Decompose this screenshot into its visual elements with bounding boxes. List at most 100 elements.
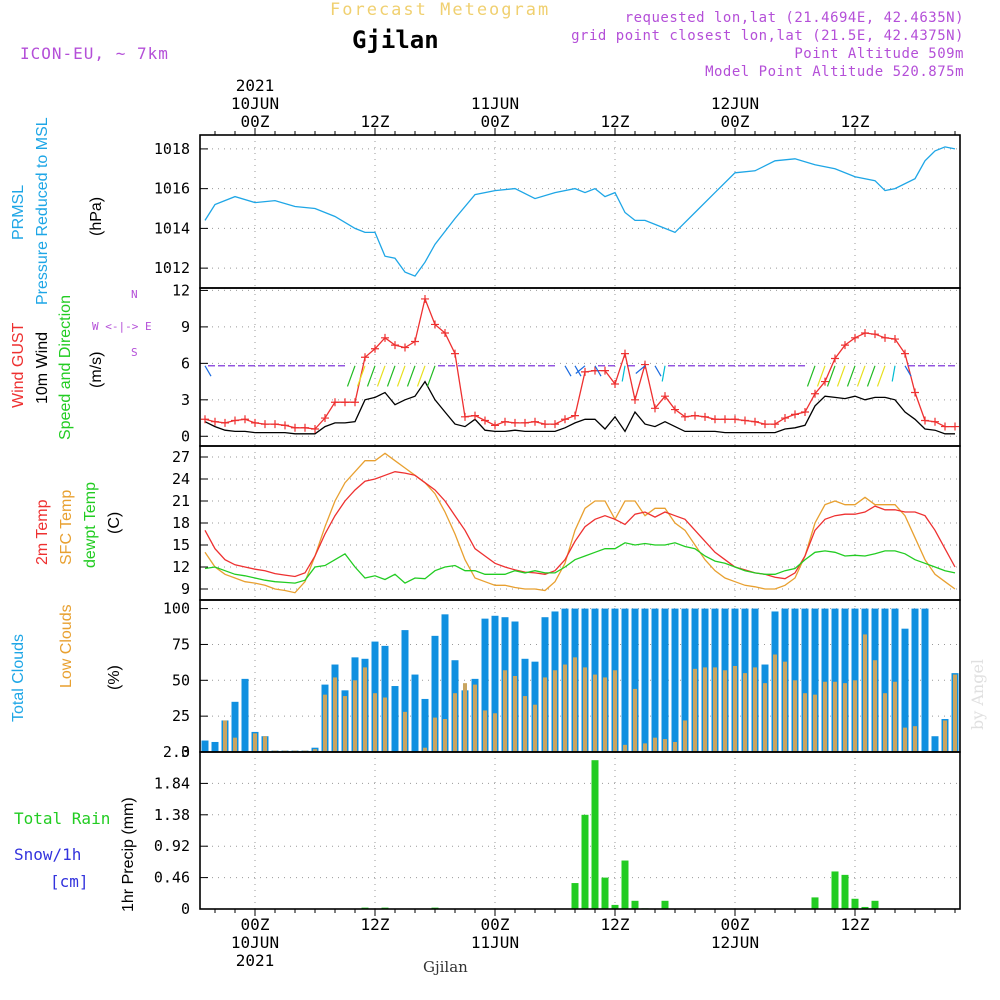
rain-bar (841, 874, 849, 909)
low-cloud-bar (573, 657, 577, 752)
wind-ytick-label: 12 (172, 281, 190, 299)
total-cloud-bar (621, 608, 629, 752)
pressure-ytick-label: 1018 (154, 140, 190, 158)
wind-gust-marker (561, 415, 569, 424)
wind-direction-arrow (846, 365, 856, 387)
low-cloud-bar (793, 680, 797, 752)
low-cloud-bar (343, 696, 347, 752)
requested-coords: requested lon,lat (21.4694E, 42.4635N) (624, 10, 964, 26)
wind-direction-arrow (564, 365, 572, 377)
bottom-year-label: 2021 (236, 951, 275, 970)
wind-ytick-label: 6 (181, 354, 190, 372)
wind-gust-marker (271, 420, 279, 429)
wind-gust-marker (431, 320, 439, 329)
low-cloud-bar (913, 726, 917, 752)
total-clouds-label: Total Clouds (10, 633, 27, 722)
wind-gust-marker (631, 395, 639, 404)
wind-gust-marker (241, 415, 249, 424)
temp-2m-line (204, 471, 956, 580)
wind-label: 10m Wind (34, 331, 51, 404)
rain-bar (851, 898, 859, 909)
low-cloud-bar (743, 673, 747, 752)
wind-gust-marker (541, 420, 549, 429)
low-clouds-label: Low Clouds (58, 604, 75, 688)
wind-gust-marker (251, 418, 259, 427)
wind-ytick-label: 3 (181, 391, 190, 409)
snow-unit: [cm] (50, 872, 89, 891)
total-cloud-bar (931, 736, 939, 752)
precip-ytick-label: 1.84 (154, 774, 190, 792)
low-cloud-bar (323, 694, 327, 752)
wind-direction-arrow (426, 365, 436, 387)
compass-n: N (131, 288, 138, 301)
clouds-ytick-label: 25 (172, 707, 190, 725)
wind-gust-marker (941, 422, 949, 431)
total-cloud-bar (661, 608, 669, 752)
wind-gust-marker (451, 349, 459, 358)
low-cloud-bar (583, 667, 587, 752)
low-cloud-bar (353, 680, 357, 752)
wind-gust-marker (811, 389, 819, 398)
wind-gust-marker (311, 424, 319, 433)
wind-gust-marker (201, 415, 209, 424)
total-cloud-bar (841, 608, 849, 752)
wind-direction-arrow (376, 365, 386, 387)
temp-ytick-label: 27 (172, 448, 190, 466)
wind-gust-marker (711, 415, 719, 424)
wind-gust-marker (801, 407, 809, 416)
low-cloud-bar (673, 741, 677, 752)
wind-direction-arrow (356, 365, 366, 387)
pressure-label-1: PRMSL (10, 184, 27, 240)
low-cloud-bar (803, 693, 807, 752)
wind-gust-marker (911, 388, 919, 397)
low-cloud-bar (903, 727, 907, 752)
wind-gust-marker (871, 330, 879, 339)
total-cloud-bar (891, 608, 899, 752)
precip-ytick-label: 0.46 (154, 869, 190, 887)
wind-gust-marker (731, 415, 739, 424)
wind-gust-marker (391, 341, 399, 350)
low-cloud-bar (553, 670, 557, 752)
rain-bar (621, 860, 629, 909)
low-cloud-bar (733, 665, 737, 752)
low-cloud-bar (333, 677, 337, 752)
low-cloud-bar (663, 739, 667, 752)
clouds-unit: (%) (106, 665, 123, 690)
wind-gust-marker (601, 366, 609, 375)
wind-direction-arrow (396, 365, 406, 387)
total-cloud-bar (811, 608, 819, 752)
top-xtick-label: 12Z (841, 112, 870, 131)
wind-gust-marker (641, 360, 649, 369)
low-cloud-bar (503, 670, 507, 752)
wind-gust-marker (371, 344, 379, 353)
total-cloud-bar (921, 608, 929, 752)
top-xtick-label: 00Z (241, 112, 270, 131)
wind-gust-marker (341, 398, 349, 407)
total-cloud-bar (241, 678, 249, 752)
dewpoint-line (204, 542, 956, 584)
wind-gust-marker (951, 422, 959, 431)
top-date-label: 11JUN (471, 94, 519, 113)
clouds-ytick-label: 0 (181, 743, 190, 761)
total-cloud-bar (441, 614, 449, 752)
wind-gust-marker (581, 367, 589, 376)
sfc-label: SFC Temp (58, 489, 75, 565)
gust-label: Wind GUST (10, 322, 27, 408)
wind-gust-marker (301, 423, 309, 432)
clouds-ytick-label: 100 (163, 600, 190, 618)
bottom-xtick-label: 00Z (721, 915, 750, 934)
precip-ytick-label: 2.3 (163, 743, 190, 761)
wind-direction-arrow (866, 365, 876, 387)
wind-gust-marker (751, 417, 759, 426)
station-title: Gjilan (352, 26, 439, 54)
bottom-date-label: 10JUN (231, 933, 279, 952)
low-cloud-bar (263, 736, 267, 752)
clouds-ytick-label: 75 (172, 635, 190, 653)
wind-gust-marker (291, 423, 299, 432)
rain-label: Total Rain (14, 809, 111, 828)
low-cloud-bar (313, 749, 317, 752)
top-date-label: 10JUN (231, 94, 279, 113)
low-cloud-bar (893, 681, 897, 752)
low-cloud-bar (463, 683, 467, 752)
pressure-ytick-label: 1014 (154, 219, 190, 237)
